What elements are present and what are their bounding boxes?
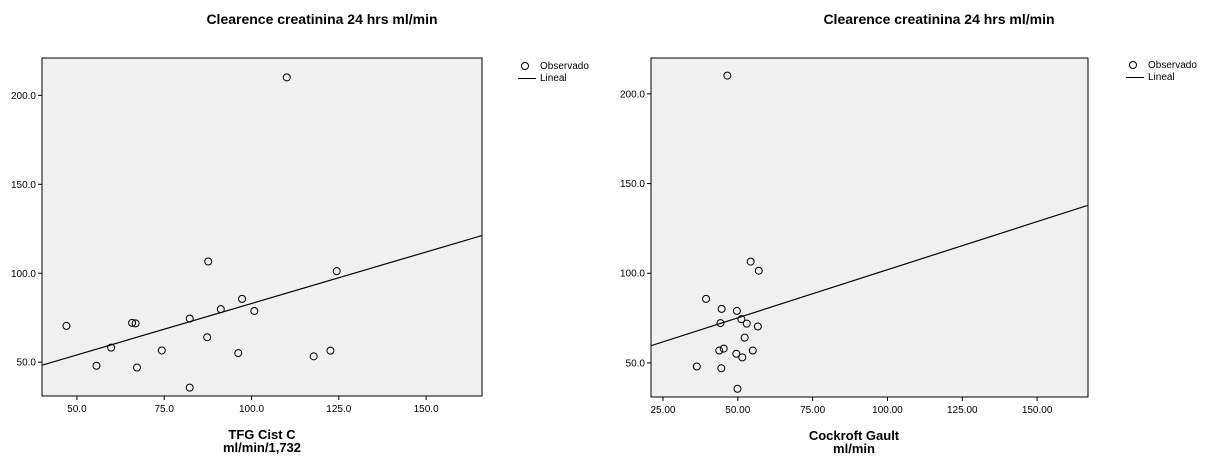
data-point bbox=[107, 343, 116, 352]
line-marker-icon bbox=[1126, 71, 1144, 83]
chart-panel-right: Clearence creatinina 24 hrs ml/min 50.0 1… bbox=[603, 0, 1207, 459]
data-point bbox=[702, 294, 711, 303]
data-point bbox=[185, 314, 194, 323]
scatter-plot: 50.0 100.0 150.0 200.0 50.0 75.0 100.0 125.0 150… bbox=[11, 57, 483, 415]
legend-item-linear: Lineal bbox=[518, 72, 589, 84]
chart-title: Clearence creatinina 24 hrs ml/min bbox=[823, 11, 1055, 27]
x-axis-label-line-1: TFG Cist C bbox=[228, 427, 296, 442]
line-marker-icon bbox=[518, 72, 536, 84]
chart-panel-left: Clearence creatinina 24 hrs ml/min 50.0 1… bbox=[0, 0, 600, 459]
data-point bbox=[748, 346, 757, 355]
data-point bbox=[753, 322, 762, 331]
legend-label: Observado bbox=[540, 60, 589, 72]
data-point bbox=[62, 321, 71, 330]
y-tick-label: 100.0 bbox=[620, 269, 645, 280]
data-point bbox=[234, 349, 243, 358]
data-point bbox=[740, 333, 749, 342]
data-point bbox=[733, 384, 742, 393]
y-tick-label: 150.0 bbox=[620, 179, 645, 190]
data-point bbox=[732, 306, 741, 315]
x-axis-label: Cockroft Gault ml/min bbox=[809, 429, 899, 455]
x-axis-label: TFG Cist C ml/min/1,732 bbox=[223, 428, 301, 454]
data-point bbox=[131, 319, 140, 328]
x-tick-label: 75.00 bbox=[800, 405, 825, 416]
x-tick-label: 25.00 bbox=[650, 405, 675, 416]
data-point bbox=[282, 73, 291, 82]
data-point bbox=[332, 267, 341, 276]
legend-item-linear: Lineal bbox=[1126, 71, 1197, 83]
y-tick-label: 150.0 bbox=[11, 180, 36, 191]
y-tick-label: 50.0 bbox=[17, 358, 37, 369]
data-point bbox=[717, 364, 726, 373]
y-tick-label: 100.0 bbox=[11, 269, 36, 280]
data-point bbox=[754, 266, 763, 275]
data-point bbox=[723, 71, 732, 80]
legend-item-observed: Observado bbox=[1126, 59, 1197, 71]
data-point bbox=[216, 305, 225, 314]
x-axis-label-line-2: ml/min bbox=[833, 441, 875, 456]
data-point bbox=[716, 319, 725, 328]
x-tick-label: 75.0 bbox=[154, 404, 174, 415]
legend-item-observed: Observado bbox=[518, 60, 589, 72]
x-tick-label: 100.0 bbox=[239, 404, 264, 415]
data-point bbox=[132, 363, 141, 372]
data-point bbox=[746, 257, 755, 266]
y-tick-label: 200.0 bbox=[620, 89, 645, 100]
legend-label: Observado bbox=[1148, 59, 1197, 71]
x-tick-label: 50.0 bbox=[67, 404, 87, 415]
legend: Observado Lineal bbox=[518, 60, 589, 84]
x-axis-label-line-1: Cockroft Gault bbox=[808, 428, 900, 443]
x-tick-label: 125.0 bbox=[326, 404, 351, 415]
plot-area bbox=[41, 57, 483, 397]
x-tick-label: 150.00 bbox=[1022, 405, 1053, 416]
data-point bbox=[157, 346, 166, 355]
data-point bbox=[715, 346, 724, 355]
legend: Observado Lineal bbox=[1126, 59, 1197, 83]
data-point bbox=[203, 333, 212, 342]
data-point bbox=[128, 318, 137, 327]
x-tick-label: 150.0 bbox=[414, 404, 439, 415]
regression-line bbox=[42, 234, 482, 366]
plot-area bbox=[650, 57, 1089, 398]
data-point bbox=[692, 362, 701, 371]
x-tick-label: 50.00 bbox=[725, 405, 750, 416]
data-point bbox=[719, 344, 728, 353]
x-tick-label: 125.00 bbox=[947, 405, 978, 416]
legend-label: Lineal bbox=[540, 72, 567, 84]
data-point bbox=[732, 349, 741, 358]
y-tick-label: 200.0 bbox=[11, 91, 36, 102]
data-point bbox=[238, 294, 247, 303]
data-point bbox=[326, 346, 335, 355]
scatter-plot: 50.0 100.0 150.0 200.0 25.00 50.00 75.00 100.00… bbox=[620, 57, 1089, 416]
data-point bbox=[738, 353, 747, 362]
data-point bbox=[92, 361, 101, 370]
circle-marker-icon bbox=[1126, 59, 1144, 71]
chart-title: Clearence creatinina 24 hrs ml/min bbox=[206, 11, 438, 27]
data-point bbox=[309, 352, 318, 361]
data-point bbox=[185, 383, 194, 392]
circle-marker-icon bbox=[518, 60, 536, 72]
y-tick-label: 50.0 bbox=[626, 358, 646, 369]
x-tick-label: 100.00 bbox=[872, 405, 903, 416]
legend-label: Lineal bbox=[1148, 71, 1175, 83]
x-axis-label-line-2: ml/min/1,732 bbox=[222, 440, 302, 455]
data-point bbox=[204, 257, 213, 266]
data-point bbox=[742, 319, 751, 328]
data-point bbox=[717, 304, 726, 313]
data-point bbox=[737, 315, 746, 324]
data-point bbox=[250, 306, 259, 315]
